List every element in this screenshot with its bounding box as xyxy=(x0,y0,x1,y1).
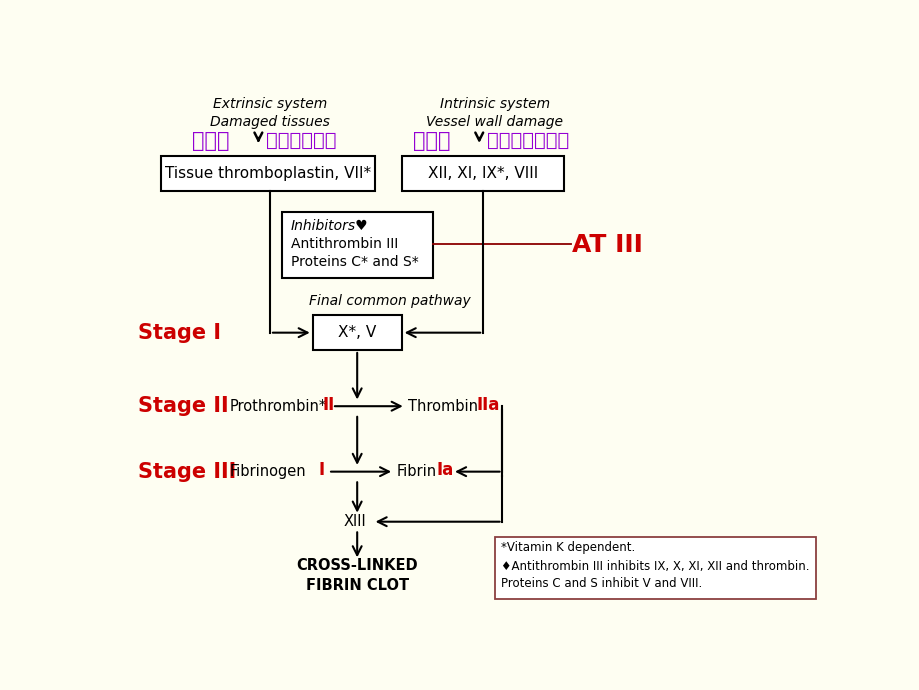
Text: XIII: XIII xyxy=(343,514,366,529)
Text: CROSS-LINKED
FIBRIN CLOT: CROSS-LINKED FIBRIN CLOT xyxy=(296,558,417,593)
Text: X*, V: X*, V xyxy=(337,325,376,340)
Text: Stage II: Stage II xyxy=(138,396,229,416)
Text: Intrinsic system
Vessel wall damage: Intrinsic system Vessel wall damage xyxy=(425,97,562,129)
Text: Stage III: Stage III xyxy=(138,462,236,482)
Text: *Vitamin K dependent.: *Vitamin K dependent. xyxy=(501,542,634,554)
Text: IIa: IIa xyxy=(476,395,500,414)
Text: Thrombin: Thrombin xyxy=(407,399,478,414)
Text: （组织损伤）: （组织损伤） xyxy=(266,131,336,150)
Text: 外源性: 外源性 xyxy=(192,130,230,150)
Text: Fibrinogen: Fibrinogen xyxy=(230,464,306,479)
Text: Proteins C* and S*: Proteins C* and S* xyxy=(290,255,418,269)
Text: Inhibitors♥: Inhibitors♥ xyxy=(290,219,369,233)
Text: XII, XI, IX*, VIII: XII, XI, IX*, VIII xyxy=(427,166,538,181)
Text: Final common pathway: Final common pathway xyxy=(309,295,470,308)
Bar xyxy=(162,156,374,190)
Text: Antithrombin III: Antithrombin III xyxy=(290,237,398,251)
Text: Ia: Ia xyxy=(437,461,453,479)
Text: I: I xyxy=(319,461,324,479)
Bar xyxy=(494,537,815,599)
Text: Prothrombin*: Prothrombin* xyxy=(230,399,326,414)
Text: Fibrin: Fibrin xyxy=(396,464,436,479)
Bar xyxy=(312,315,402,350)
Text: II: II xyxy=(323,395,335,414)
Text: Extrinsic system
Damaged tissues: Extrinsic system Damaged tissues xyxy=(210,97,330,129)
Text: Proteins C and S inhibit V and VIII.: Proteins C and S inhibit V and VIII. xyxy=(501,577,701,590)
Text: AT III: AT III xyxy=(572,233,642,257)
Text: 内源性: 内源性 xyxy=(413,130,450,150)
Text: Tissue thromboplastin, VII*: Tissue thromboplastin, VII* xyxy=(165,166,370,181)
Text: ♦Antithrombin III inhibits IX, X, XI, XII and thrombin.: ♦Antithrombin III inhibits IX, X, XI, XI… xyxy=(501,560,809,573)
Bar xyxy=(402,156,564,190)
Bar xyxy=(281,212,432,277)
Text: （血管壁损伤）: （血管壁损伤） xyxy=(486,131,569,150)
Text: Stage I: Stage I xyxy=(138,323,221,343)
